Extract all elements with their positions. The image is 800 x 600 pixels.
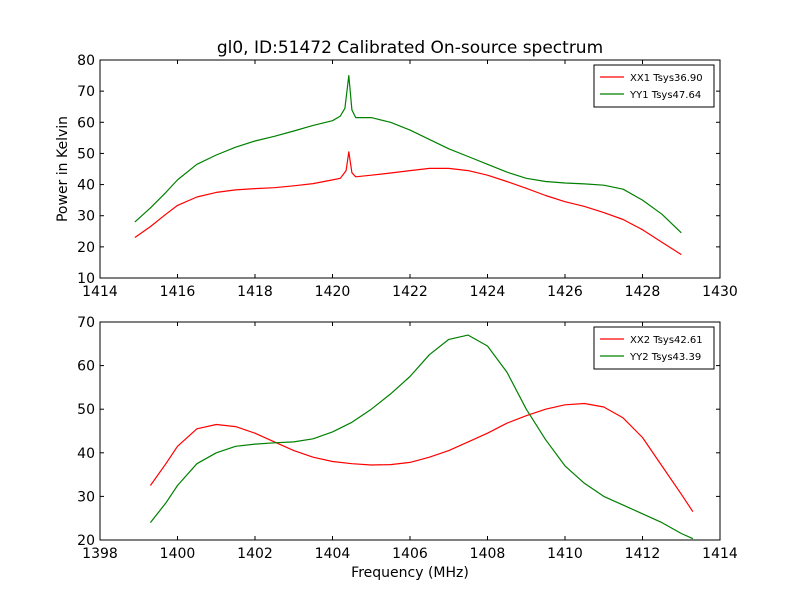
y-tick-label: 80 <box>77 53 95 69</box>
x-tick-label: 1414 <box>702 546 738 562</box>
x-tick-label: 1402 <box>237 546 273 562</box>
y-tick-label: 50 <box>77 402 95 418</box>
x-tick-label: 1422 <box>392 284 428 300</box>
x-tick-label: 1416 <box>160 284 196 300</box>
x-tick-label: 1408 <box>470 546 506 562</box>
y-tick-label: 30 <box>77 209 95 225</box>
y-tick-label: 60 <box>77 359 95 375</box>
x-tick-label: 1424 <box>470 284 506 300</box>
y-tick-label: 50 <box>77 146 95 162</box>
series-line-yy1 <box>134 74 682 234</box>
series-line-xx1 <box>134 151 682 256</box>
y-tick-label: 70 <box>77 315 95 331</box>
x-tick-label: 1430 <box>702 284 738 300</box>
legend-box <box>593 64 715 108</box>
series-line-xx2 <box>149 402 694 513</box>
y-tick-label: 40 <box>77 446 95 462</box>
bottom-spectrum-plot: 1398 1400 1402 1404 1406 1408 1410 1412 1414 20 30… <box>77 315 738 581</box>
legend-label: XX2 Tsys42.61 <box>630 335 703 346</box>
y-tick-label: 60 <box>77 115 95 131</box>
x-tick-label: 1426 <box>547 284 583 300</box>
y-tick-label: 20 <box>77 533 95 549</box>
x-tick-label: 1412 <box>625 546 661 562</box>
legend-label: XX1 Tsys36.90 <box>630 73 703 84</box>
x-axis-label: Frequency (MHz) <box>351 565 469 581</box>
legend: XX2 Tsys42.61 YY2 Tsys43.39 <box>593 326 715 370</box>
y-tick-label: 10 <box>77 271 95 287</box>
x-tick-label: 1414 <box>82 284 118 300</box>
y-tick-label: 40 <box>77 178 95 194</box>
legend-label: YY2 Tsys43.39 <box>629 352 701 363</box>
legend-label: YY1 Tsys47.64 <box>629 90 701 101</box>
series-line-yy2 <box>149 334 694 540</box>
x-tick-label: 1410 <box>547 546 583 562</box>
x-tick-label: 1398 <box>82 546 118 562</box>
y-tick-label: 70 <box>77 84 95 100</box>
x-tick-label: 1400 <box>160 546 196 562</box>
x-tick-label: 1404 <box>315 546 351 562</box>
y-tick-label: 30 <box>77 489 95 505</box>
x-tick-label: 1428 <box>625 284 661 300</box>
x-tick-label: 1406 <box>392 546 428 562</box>
legend: XX1 Tsys36.90 YY1 Tsys47.64 <box>593 64 715 108</box>
x-tick-label: 1418 <box>237 284 273 300</box>
legend-box <box>593 326 715 370</box>
y-axis-label: Power in Kelvin <box>55 116 71 222</box>
y-tick-label: 20 <box>77 240 95 256</box>
chart-title: gl0, ID:51472 Calibrated On-source spect… <box>217 38 603 58</box>
top-spectrum-plot: 1414 1416 1418 1420 1422 1424 1426 1428 1430 10 20… <box>55 38 738 300</box>
x-tick-label: 1420 <box>315 284 351 300</box>
